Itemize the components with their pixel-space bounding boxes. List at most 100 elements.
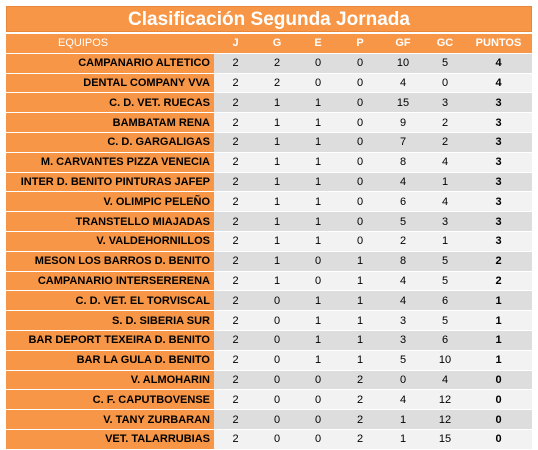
played-cell: 2 — [214, 370, 257, 391]
team-name: VET. TALARRUBIAS — [6, 429, 214, 450]
played-cell: 2 — [214, 191, 257, 213]
goals-against-cell: 5 — [425, 271, 465, 292]
team-name: C. F. CAPUTBOVENSE — [6, 389, 214, 411]
won-cell: 1 — [257, 92, 297, 114]
drawn-cell: 1 — [297, 350, 339, 371]
col-header-goals-for: GF — [381, 34, 425, 54]
lost-cell: 2 — [339, 429, 381, 450]
goals-for-cell: 0 — [381, 370, 425, 391]
header-row: EQUIPOS J G E P GF GC PUNTOS — [6, 34, 532, 54]
drawn-cell: 0 — [297, 429, 339, 450]
lost-cell: 0 — [339, 112, 381, 133]
table-row: BAR DEPORT TEXEIRA D. BENITO 2 0 1 1 3 6 1 — [6, 330, 532, 351]
played-cell: 2 — [214, 53, 257, 74]
col-header-played: J — [214, 34, 257, 54]
played-cell: 2 — [214, 429, 257, 450]
goals-against-cell: 6 — [425, 330, 465, 351]
won-cell: 0 — [257, 290, 297, 312]
points-cell: 4 — [465, 73, 532, 94]
team-name: V. ALMOHARIN — [6, 370, 214, 391]
table-row: BAMBATAM RENA 2 1 1 0 9 2 3 — [6, 112, 532, 133]
table-row: CAMPANARIO INTERSERERENA 2 1 0 1 4 5 2 — [6, 271, 532, 292]
lost-cell: 1 — [339, 350, 381, 371]
table-row: DENTAL COMPANY VVA 2 2 0 0 4 0 4 — [6, 73, 532, 94]
team-name: CAMPANARIO INTERSERERENA — [6, 271, 214, 292]
goals-for-cell: 15 — [381, 92, 425, 114]
drawn-cell: 1 — [297, 211, 339, 232]
points-cell: 2 — [465, 271, 532, 292]
goals-against-cell: 0 — [425, 73, 465, 94]
lost-cell: 0 — [339, 73, 381, 94]
goals-against-cell: 5 — [425, 251, 465, 272]
drawn-cell: 0 — [297, 370, 339, 391]
drawn-cell: 0 — [297, 251, 339, 272]
lost-cell: 0 — [339, 191, 381, 213]
goals-for-cell: 10 — [381, 53, 425, 74]
lost-cell: 1 — [339, 251, 381, 272]
goals-against-cell: 4 — [425, 370, 465, 391]
points-cell: 3 — [465, 231, 532, 252]
lost-cell: 1 — [339, 271, 381, 292]
points-cell: 0 — [465, 389, 532, 411]
drawn-cell: 1 — [297, 172, 339, 193]
points-cell: 3 — [465, 152, 532, 173]
goals-against-cell: 4 — [425, 152, 465, 173]
team-name: C. D. VET. EL TORVISCAL — [6, 290, 214, 312]
won-cell: 0 — [257, 389, 297, 411]
won-cell: 2 — [257, 53, 297, 74]
points-cell: 3 — [465, 92, 532, 114]
goals-against-cell: 6 — [425, 290, 465, 312]
points-cell: 3 — [465, 132, 532, 153]
won-cell: 2 — [257, 73, 297, 94]
lost-cell: 0 — [339, 231, 381, 252]
table-row: INTER D. BENITO PINTURAS JAFEP 2 1 1 0 4 1 3 — [6, 172, 532, 193]
goals-against-cell: 2 — [425, 132, 465, 153]
team-name: V. OLIMPIC PELEÑO — [6, 191, 214, 213]
table-row: C. D. GARGALIGAS 2 1 1 0 7 2 3 — [6, 132, 532, 153]
table-row: TRANSTELLO MIAJADAS 2 1 1 0 5 3 3 — [6, 211, 532, 232]
drawn-cell: 0 — [297, 389, 339, 411]
team-name: INTER D. BENITO PINTURAS JAFEP — [6, 172, 214, 193]
table-row: C. D. VET. EL TORVISCAL 2 0 1 1 4 6 1 — [6, 290, 532, 312]
standings-table: EQUIPOS J G E P GF GC PUNTOS CAMPANARIO … — [6, 34, 532, 450]
team-name: BAR DEPORT TEXEIRA D. BENITO — [6, 330, 214, 351]
drawn-cell: 1 — [297, 290, 339, 312]
won-cell: 0 — [257, 310, 297, 331]
table-row: C. D. VET. RUECAS 2 1 1 0 15 3 3 — [6, 92, 532, 114]
goals-against-cell: 5 — [425, 53, 465, 74]
team-name: TRANSTELLO MIAJADAS — [6, 211, 214, 232]
table-row: V. TANY ZURBARAN 2 0 0 2 1 12 0 — [6, 409, 532, 430]
goals-against-cell: 1 — [425, 231, 465, 252]
won-cell: 0 — [257, 330, 297, 351]
played-cell: 2 — [214, 330, 257, 351]
won-cell: 0 — [257, 370, 297, 391]
lost-cell: 2 — [339, 370, 381, 391]
points-cell: 2 — [465, 251, 532, 272]
goals-against-cell: 12 — [425, 409, 465, 430]
goals-for-cell: 3 — [381, 330, 425, 351]
goals-for-cell: 2 — [381, 231, 425, 252]
goals-for-cell: 4 — [381, 271, 425, 292]
table-row: CAMPANARIO ALTETICO 2 2 0 0 10 5 4 — [6, 53, 532, 74]
drawn-cell: 1 — [297, 191, 339, 213]
goals-for-cell: 8 — [381, 251, 425, 272]
points-cell: 0 — [465, 409, 532, 430]
lost-cell: 1 — [339, 310, 381, 331]
goals-against-cell: 5 — [425, 310, 465, 331]
col-header-goals-against: GC — [425, 34, 465, 54]
played-cell: 2 — [214, 132, 257, 153]
goals-for-cell: 7 — [381, 132, 425, 153]
table-row: C. F. CAPUTBOVENSE 2 0 0 2 4 12 0 — [6, 389, 532, 411]
team-name: V. VALDEHORNILLOS — [6, 231, 214, 252]
played-cell: 2 — [214, 231, 257, 252]
goals-for-cell: 5 — [381, 211, 425, 232]
won-cell: 0 — [257, 409, 297, 430]
drawn-cell: 1 — [297, 112, 339, 133]
goals-for-cell: 6 — [381, 191, 425, 213]
col-header-won: G — [257, 34, 297, 54]
drawn-cell: 1 — [297, 310, 339, 331]
points-cell: 1 — [465, 290, 532, 312]
drawn-cell: 1 — [297, 231, 339, 252]
points-cell: 1 — [465, 330, 532, 351]
points-cell: 0 — [465, 429, 532, 450]
